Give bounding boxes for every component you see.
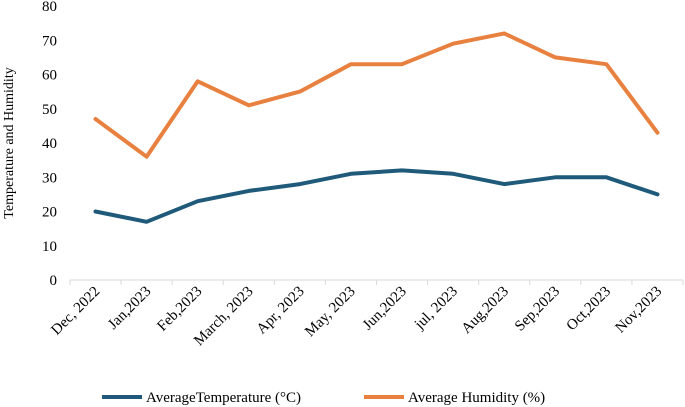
y-tick-label: 40 xyxy=(42,136,57,152)
series-line-temperature xyxy=(93,168,660,224)
x-tick-label: Dec, 2022 xyxy=(48,284,103,339)
x-tick-label: Oct,2023 xyxy=(564,284,615,335)
legend-label-humidity: Average Humidity (%) xyxy=(408,390,545,406)
y-tick-label: 80 xyxy=(42,0,57,15)
x-tick-label: Apr, 2023 xyxy=(254,284,308,338)
y-axis-label: Temperature and Humidity xyxy=(2,67,17,218)
y-tick-label: 60 xyxy=(42,68,57,84)
y-tick-label: 50 xyxy=(42,102,57,118)
y-tick-label: 10 xyxy=(42,239,57,255)
x-tick-label: Nov,2023 xyxy=(613,284,666,337)
x-tick-label: May, 2023 xyxy=(302,284,359,341)
y-tick-label: 70 xyxy=(42,33,57,49)
series-line-humidity xyxy=(93,31,660,159)
y-tick-label: 20 xyxy=(42,205,57,221)
x-tick-label: Jun,2023 xyxy=(360,284,410,334)
y-tick-label: 30 xyxy=(42,170,57,186)
x-tick-label: Feb,2023 xyxy=(154,284,205,335)
x-tick-label: jul, 2023 xyxy=(411,284,461,334)
x-tick-label: Jan,2023 xyxy=(105,284,154,333)
x-tick-label: Aug,2023 xyxy=(459,284,512,337)
legend-label-temperature: AverageTemperature (°C) xyxy=(146,390,301,406)
y-tick-label: 0 xyxy=(50,273,58,289)
x-tick-label: Sep,2023 xyxy=(512,284,563,335)
